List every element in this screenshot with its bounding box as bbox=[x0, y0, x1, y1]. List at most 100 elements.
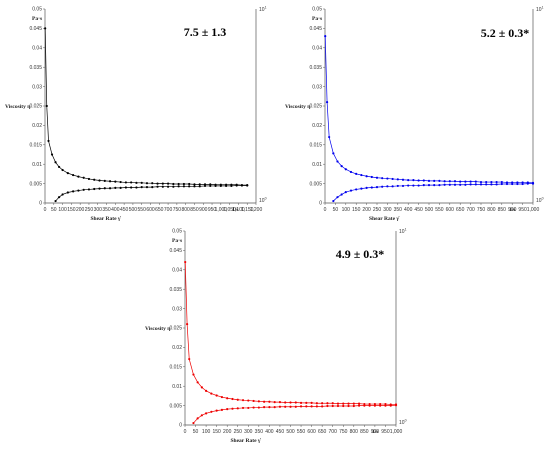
chart-3: 0 0.005 0.01 0.015 0.02 0.025 0.03 0.035 0.04 0.0… bbox=[145, 228, 407, 445]
data-point bbox=[531, 182, 535, 185]
data-point bbox=[448, 183, 451, 186]
data-point bbox=[236, 398, 239, 401]
x-tick-label: 450 bbox=[414, 207, 423, 213]
data-point bbox=[384, 402, 387, 406]
data-point bbox=[205, 412, 208, 415]
data-point bbox=[77, 189, 80, 192]
series-line-1 bbox=[44, 28, 248, 186]
data-point bbox=[44, 27, 47, 30]
data-point bbox=[379, 402, 382, 406]
data-point bbox=[172, 185, 175, 188]
data-point bbox=[273, 406, 276, 409]
data-point bbox=[77, 175, 80, 178]
y-tick-label: 0.005 bbox=[169, 403, 182, 409]
y-axis-label: Viscosity η bbox=[5, 104, 30, 110]
x-tick-label: 350 bbox=[102, 207, 111, 213]
data-point bbox=[332, 152, 335, 155]
x-tick-label: 750 bbox=[477, 207, 486, 213]
data-point bbox=[247, 406, 250, 410]
data-point bbox=[135, 186, 138, 189]
x-tick-label: 500 bbox=[129, 207, 138, 213]
data-point bbox=[177, 185, 180, 188]
y-tick-label: 0.01 bbox=[32, 162, 42, 168]
data-point bbox=[108, 187, 112, 190]
y-tick-label: 0.005 bbox=[309, 181, 322, 187]
data-point bbox=[151, 182, 154, 185]
data-point bbox=[340, 193, 343, 196]
data-point bbox=[336, 196, 339, 199]
data-point bbox=[433, 179, 436, 182]
data-point bbox=[412, 179, 415, 182]
data-point bbox=[182, 185, 186, 188]
data-point bbox=[278, 405, 282, 408]
data-point bbox=[235, 184, 238, 187]
x-tick-label: 600 bbox=[307, 429, 316, 435]
data-point bbox=[263, 406, 266, 409]
x-tick-label: 50 bbox=[333, 207, 339, 213]
x-tick-label: 600 bbox=[146, 207, 155, 213]
y-tick-label: 0.02 bbox=[172, 345, 182, 351]
data-point bbox=[490, 183, 493, 186]
x-tick-label: 750 bbox=[339, 429, 348, 435]
x-tick-label: 700 bbox=[466, 207, 475, 213]
data-point bbox=[443, 183, 446, 186]
data-point bbox=[140, 181, 143, 184]
y-tick-label: 0 bbox=[39, 201, 42, 207]
series-line-1 bbox=[324, 36, 534, 184]
data-point bbox=[119, 180, 122, 184]
data-point bbox=[328, 135, 331, 139]
data-point bbox=[459, 180, 462, 183]
right-axis-top-exponent: 1 bbox=[265, 6, 267, 10]
x-tick-label: 100 bbox=[58, 207, 67, 213]
data-point bbox=[135, 181, 138, 184]
data-point bbox=[188, 357, 191, 361]
data-point bbox=[391, 185, 394, 188]
x-axis-label: Shear Rate γ̇ bbox=[369, 216, 400, 222]
data-point bbox=[184, 260, 187, 264]
data-point bbox=[240, 184, 244, 187]
x-tick-label: 450 bbox=[276, 429, 285, 435]
data-point bbox=[200, 386, 203, 389]
data-point bbox=[386, 185, 389, 188]
x-tick-label: 550 bbox=[138, 207, 147, 213]
data-point bbox=[511, 181, 514, 184]
data-point bbox=[98, 187, 101, 190]
data-point bbox=[193, 185, 196, 188]
data-point bbox=[336, 404, 340, 408]
data-point bbox=[407, 184, 410, 187]
y-tick-label: 0.04 bbox=[32, 46, 42, 52]
data-point bbox=[386, 177, 389, 180]
x-tick-label: 200 bbox=[362, 207, 371, 213]
data-point bbox=[321, 402, 324, 405]
data-point bbox=[215, 409, 218, 412]
x-tick-label: 950 bbox=[381, 429, 390, 435]
data-point bbox=[375, 176, 379, 179]
data-point bbox=[511, 182, 514, 186]
data-point bbox=[479, 180, 483, 184]
data-point bbox=[188, 185, 191, 188]
data-point bbox=[156, 182, 159, 185]
data-point bbox=[278, 401, 282, 404]
right-axis-bottom-label: 100 bbox=[536, 197, 544, 205]
data-point bbox=[516, 181, 519, 184]
right-axis-bottom-exponent: 0 bbox=[405, 419, 407, 423]
x-tick-label: 500 bbox=[425, 207, 434, 213]
data-point bbox=[47, 139, 50, 143]
y-tick-label: 0.025 bbox=[29, 104, 42, 110]
x-tick-label: 300 bbox=[383, 207, 392, 213]
data-point bbox=[182, 182, 186, 186]
data-point bbox=[381, 177, 384, 180]
x-tick-label: 200 bbox=[223, 429, 232, 435]
data-point bbox=[459, 183, 462, 186]
right-axis-bottom-exponent: 0 bbox=[542, 197, 544, 201]
data-point bbox=[342, 404, 345, 408]
data-point bbox=[417, 179, 420, 182]
x-tick-label: 1,000 bbox=[390, 429, 403, 435]
y-tick-label: 0.05 bbox=[32, 7, 42, 13]
x-tick-label: 250 bbox=[234, 429, 243, 435]
y-tick-label: 0.015 bbox=[169, 365, 182, 371]
data-point bbox=[305, 405, 308, 408]
chart-2: 0 0.005 0.01 0.015 0.02 0.025 0.03 0.035 0.04 0.0… bbox=[285, 6, 544, 223]
data-point bbox=[225, 184, 228, 188]
data-point bbox=[347, 404, 350, 408]
